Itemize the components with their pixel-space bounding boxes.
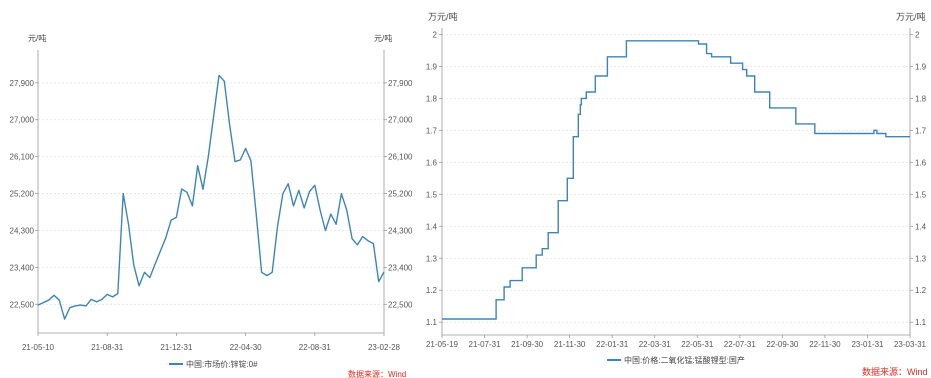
x-tick-label: 21-08-31 <box>91 343 124 352</box>
y-tick-label-right: 22,500 <box>388 300 413 309</box>
x-tick-label: 21-09-30 <box>511 340 544 349</box>
y-tick-label-left: 25,200 <box>10 190 35 199</box>
y-tick-label-right: 2 <box>915 30 920 39</box>
y-tick-label-left: 1.9 <box>426 62 438 71</box>
y-tick-label-left: 26,100 <box>10 153 35 162</box>
x-tick-label: 23-01-31 <box>851 340 884 349</box>
tick-labels: 22,500 22,500 23,400 23,400 24,300 24,300 25,2… <box>10 79 413 352</box>
y-tick-label-right: 27,000 <box>388 116 413 125</box>
x-tick-label: 22-05-31 <box>681 340 714 349</box>
y-tick-label-right: 25,200 <box>388 190 413 199</box>
gridlines <box>35 82 387 336</box>
x-tick-label: 22-01-31 <box>596 340 629 349</box>
x-tick-label: 22-07-31 <box>724 340 757 349</box>
left-unit-label: 元/吨 <box>28 33 46 43</box>
x-tick-label: 23-03-31 <box>894 340 927 349</box>
y-tick-label-right: 1.8 <box>915 94 927 103</box>
y-tick-label-right: 1.4 <box>915 222 927 231</box>
y-tick-label-right: 1.5 <box>915 190 927 199</box>
data-source: 数据来源：Wind <box>348 369 406 378</box>
y-tick-label-left: 1.1 <box>426 318 438 327</box>
y-tick-label-right: 1.7 <box>915 126 927 135</box>
x-tick-label: 22-03-31 <box>639 340 672 349</box>
tick-labels: 1.1 1.1 1.2 1.2 1.3 1.3 1.4 1.4 1.5 1.5 1.6 1.6 1.7 1… <box>426 30 927 349</box>
y-tick-label-right: 1.9 <box>915 62 927 71</box>
x-tick-label: 23-02-28 <box>368 343 401 352</box>
series-line-manganese-dioxide <box>442 40 910 320</box>
y-tick-label-left: 1.3 <box>426 254 438 263</box>
x-tick-label: 21-12-31 <box>160 343 193 352</box>
zinc-price-chart: 元/吨 元/吨 22,500 22,500 23,400 23,400 24,300 24… <box>10 33 413 378</box>
legend-label: 中国:市场价:锌锭:0# <box>186 359 258 369</box>
y-tick-label-left: 27,000 <box>10 116 35 125</box>
y-tick-label-left: 1.7 <box>426 126 438 135</box>
x-tick-label: 22-04-30 <box>230 343 263 352</box>
right-unit-label: 元/吨 <box>374 33 392 43</box>
y-tick-label-right: 26,100 <box>388 153 413 162</box>
y-tick-label-left: 1.2 <box>426 286 438 295</box>
y-tick-label-left: 1.5 <box>426 190 438 199</box>
x-tick-label: 21-11-30 <box>554 340 586 349</box>
x-tick-label: 22-09-30 <box>766 340 799 349</box>
left-unit-label: 万元/吨 <box>428 11 458 22</box>
y-tick-label-left: 23,400 <box>10 263 35 272</box>
x-tick-label: 21-05-10 <box>22 343 55 352</box>
x-tick-label: 22-08-31 <box>299 343 332 352</box>
y-tick-label-left: 24,300 <box>10 226 35 235</box>
y-tick-label-right: 1.2 <box>915 286 927 295</box>
x-tick-label: 21-05-19 <box>426 340 459 349</box>
y-tick-label-left: 1.6 <box>426 158 438 167</box>
series-line-zinc <box>37 74 385 320</box>
y-tick-label-left: 22,500 <box>10 300 35 309</box>
y-tick-label-right: 1.6 <box>915 158 927 167</box>
gridlines <box>439 33 913 338</box>
y-tick-label-right: 1.1 <box>915 318 927 327</box>
y-tick-label-right: 1.3 <box>915 254 927 263</box>
x-tick-label: 21-07-31 <box>469 340 502 349</box>
right-unit-label: 万元/吨 <box>896 11 926 22</box>
y-tick-label-right: 27,900 <box>388 79 413 88</box>
y-tick-label-left: 27,900 <box>10 79 35 88</box>
y-tick-label-left: 1.8 <box>426 94 438 103</box>
y-tick-label-left: 1.4 <box>426 222 438 231</box>
x-tick-label: 22-11-30 <box>809 340 841 349</box>
y-tick-label-right: 24,300 <box>388 226 413 235</box>
legend-label: 中国:价格:二氧化锰:锰酸锂型:国产 <box>624 355 745 365</box>
y-tick-label-right: 23,400 <box>388 263 413 272</box>
y-tick-label-left: 2 <box>433 30 438 39</box>
data-source: 数据来源：Wind <box>862 366 928 377</box>
